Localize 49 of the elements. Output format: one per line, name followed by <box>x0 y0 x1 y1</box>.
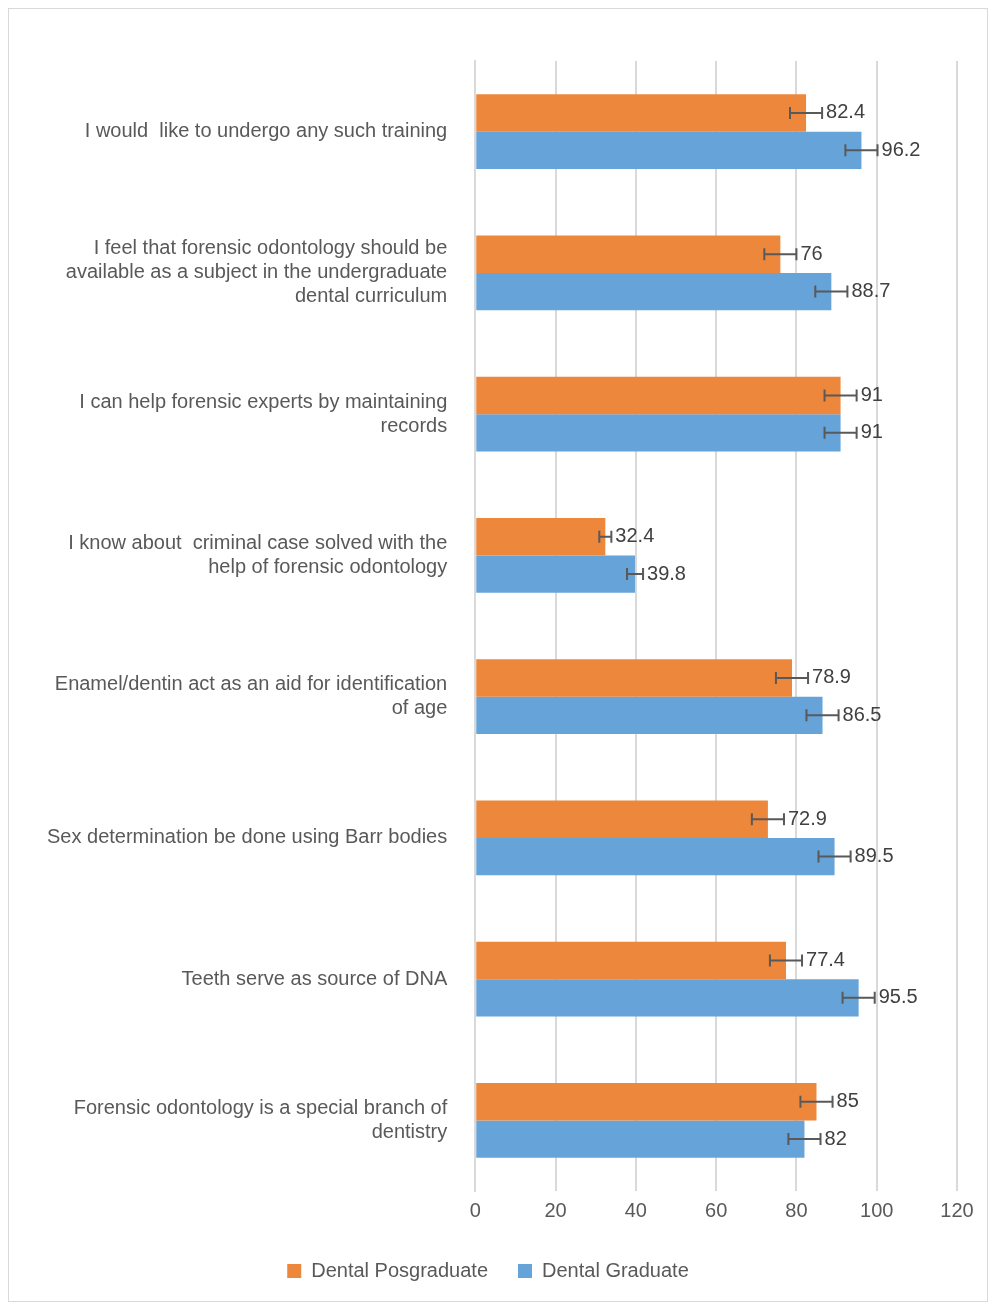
legend-label: Dental Graduate <box>542 1258 689 1281</box>
data-label: 78.9 <box>812 665 851 688</box>
data-label: 76 <box>800 241 823 264</box>
bar <box>476 131 862 170</box>
bar <box>476 659 792 697</box>
data-label: 89.5 <box>854 844 894 867</box>
data-label: 86.5 <box>842 702 882 725</box>
data-label: 82 <box>824 1126 847 1149</box>
bar <box>476 1120 805 1158</box>
bar <box>476 94 807 132</box>
bar <box>476 1082 817 1121</box>
data-label: 95.5 <box>878 985 918 1008</box>
y-tick-label: Enamel/dentin act as an aid for identification of age <box>54 672 448 719</box>
bar <box>476 414 841 452</box>
data-label: 77.4 <box>806 947 845 970</box>
y-tick-label: Forensic odontology is a special branch of dentistry <box>73 1095 448 1142</box>
y-tick-label: Sex determination be done using Barr bodies <box>46 825 448 848</box>
bar <box>476 555 636 593</box>
x-tick-label: 40 <box>624 1198 647 1221</box>
x-tick-label: 20 <box>544 1198 567 1221</box>
x-tick-label: 0 <box>469 1198 481 1221</box>
bar <box>476 272 832 311</box>
x-tick-label: 120 <box>940 1198 974 1221</box>
bar <box>476 235 781 273</box>
bar <box>476 376 841 415</box>
y-tick-label: I can help forensic experts by maintaining records <box>79 389 448 436</box>
bar <box>476 837 835 876</box>
data-label: 82.4 <box>826 100 866 123</box>
bar <box>476 941 786 980</box>
data-label: 88.7 <box>851 279 891 302</box>
legend-label: Dental Posgraduate <box>311 1258 489 1281</box>
y-tick-label: I would like to undergo any such training <box>84 119 448 142</box>
bar <box>476 979 859 1017</box>
x-tick-label: 100 <box>860 1198 894 1221</box>
data-label: 39.8 <box>647 561 686 584</box>
y-tick-label: Teeth serve as source of DNA <box>181 966 448 989</box>
y-tick-label: I feel that forensic odontology should be available as a subject in the undergraduate dental curriculum <box>65 236 448 307</box>
data-label: 32.4 <box>615 524 655 547</box>
data-label: 91 <box>860 420 883 443</box>
data-label: 91 <box>860 382 883 405</box>
x-tick-label: 60 <box>705 1198 728 1221</box>
x-tick-label: 80 <box>785 1198 808 1221</box>
data-label: 72.9 <box>787 806 827 829</box>
bar <box>476 517 606 556</box>
data-label: 96.2 <box>881 137 921 160</box>
data-label: 85 <box>836 1089 859 1112</box>
bar <box>476 800 768 838</box>
y-tick-label: I know about criminal case solved with the help of forensic odontology <box>68 530 448 577</box>
bar <box>476 696 823 735</box>
